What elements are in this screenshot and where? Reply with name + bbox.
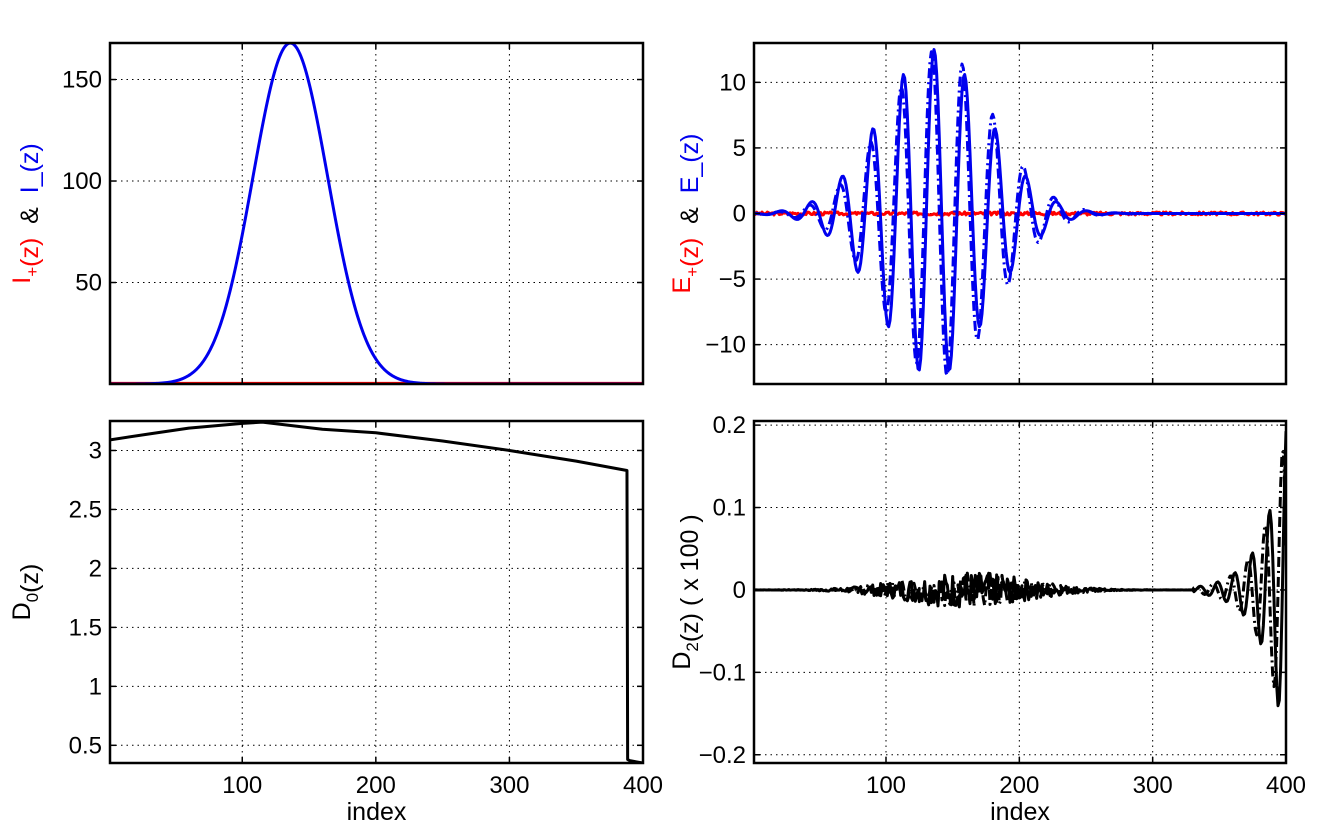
x-tick-label: 300 <box>489 772 529 799</box>
x-tick-label: 300 <box>1133 772 1173 799</box>
y-tick-label: 0 <box>733 201 746 228</box>
axes-frame <box>108 41 645 386</box>
series-line-field-1 <box>754 48 1286 372</box>
series-line-field-2 <box>754 50 1286 377</box>
y-tick-label: 0.1 <box>713 495 746 522</box>
y-tick-label: 1 <box>89 673 102 700</box>
x-tick-label: 200 <box>999 772 1039 799</box>
y-tick-label: −0.1 <box>699 659 746 686</box>
series-line-d0-0 <box>110 421 643 763</box>
series-line-d2-0 <box>754 431 1286 708</box>
y-tick-label: 3 <box>89 437 102 464</box>
series-line-intensity-1 <box>110 43 643 384</box>
x-axis-label: index <box>990 798 1050 826</box>
x-tick-label: 100 <box>866 772 906 799</box>
y-tick-label: 0 <box>733 577 746 604</box>
y-axis-label: I+(z) & I_(z) <box>8 143 44 284</box>
y-axis-label: D0(z) <box>8 564 44 621</box>
chart-field: −10 −5 0 5 10 E+(z) & E_(z) <box>668 41 1288 386</box>
y-tick-label: −5 <box>719 266 746 293</box>
chart-d0: 100 200 300 400 0.5 1 1.5 2 2.5 3 index D0(z) <box>8 419 663 826</box>
x-tick-label: 200 <box>356 772 396 799</box>
y-tick-label: 0.5 <box>69 732 102 759</box>
y-tick-label: 150 <box>62 67 102 94</box>
chart-d2: 100 200 300 400 −0.2 −0.1 0 0.1 0.2 index D2(z) ( … <box>668 412 1306 826</box>
y-tick-label: 1.5 <box>69 614 102 641</box>
y-tick-label: −10 <box>705 332 746 359</box>
y-tick-label: −0.2 <box>699 742 746 769</box>
chart-intensity: 50 100 150 I+(z) & I_(z) <box>8 41 645 386</box>
y-tick-label: 100 <box>62 168 102 195</box>
y-axis-label: E+(z) & E_(z) <box>668 134 704 294</box>
y-tick-label: 2.5 <box>69 496 102 523</box>
y-axis-label: D2(z) ( x 100 ) <box>668 514 704 669</box>
y-tick-label: 5 <box>733 135 746 162</box>
y-tick-label: 2 <box>89 555 102 582</box>
y-tick-label: 50 <box>75 270 102 297</box>
x-tick-label: 100 <box>222 772 262 799</box>
axes-frame <box>108 419 645 765</box>
x-tick-label: 400 <box>623 772 663 799</box>
y-tick-label: 0.2 <box>713 412 746 439</box>
x-axis-label: index <box>347 798 407 826</box>
x-tick-label: 400 <box>1266 772 1306 799</box>
series-line-d2-1 <box>754 449 1286 689</box>
y-tick-label: 10 <box>719 69 746 96</box>
